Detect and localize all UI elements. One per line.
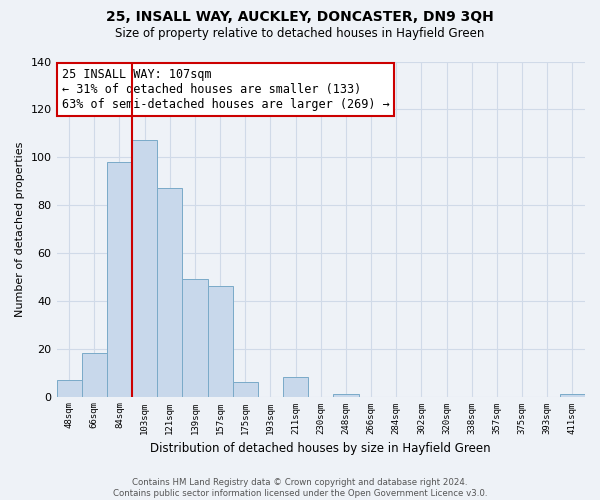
Y-axis label: Number of detached properties: Number of detached properties	[15, 142, 25, 316]
Bar	[334, 394, 359, 396]
Bar	[283, 378, 308, 396]
Bar	[157, 188, 182, 396]
Bar	[132, 140, 157, 396]
Text: 25, INSALL WAY, AUCKLEY, DONCASTER, DN9 3QH: 25, INSALL WAY, AUCKLEY, DONCASTER, DN9 …	[106, 10, 494, 24]
Text: 25 INSALL WAY: 107sqm
← 31% of detached houses are smaller (133)
63% of semi-det: 25 INSALL WAY: 107sqm ← 31% of detached …	[62, 68, 389, 111]
Bar	[182, 280, 208, 396]
Bar	[82, 354, 107, 397]
Text: Size of property relative to detached houses in Hayfield Green: Size of property relative to detached ho…	[115, 28, 485, 40]
Bar	[107, 162, 132, 396]
X-axis label: Distribution of detached houses by size in Hayfield Green: Distribution of detached houses by size …	[151, 442, 491, 455]
Bar	[56, 380, 82, 396]
Text: Contains HM Land Registry data © Crown copyright and database right 2024.
Contai: Contains HM Land Registry data © Crown c…	[113, 478, 487, 498]
Bar	[233, 382, 258, 396]
Bar	[560, 394, 585, 396]
Bar	[208, 286, 233, 397]
